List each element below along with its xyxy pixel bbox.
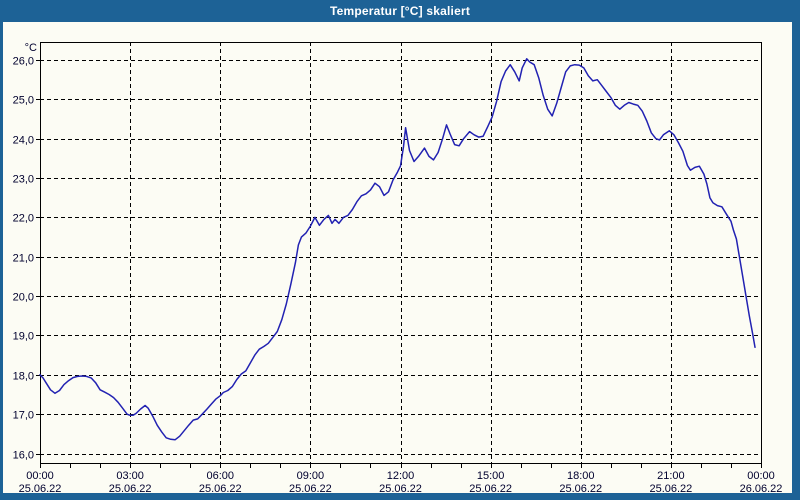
x-tick-time-label: 00:00 [26, 470, 54, 482]
x-tick-date-label: 25.06.22 [469, 483, 512, 495]
plot-border [40, 42, 762, 464]
x-tick-time-label: 18:00 [567, 470, 595, 482]
x-tick-date-label: 25.06.22 [289, 483, 332, 495]
x-tick-time-label: 03:00 [116, 470, 144, 482]
x-tick-date-label: 26.06.22 [740, 483, 783, 495]
y-tick-label: 16,0 [13, 450, 34, 462]
y-tick-label: 25,0 [13, 95, 34, 107]
y-tick-label: 26,0 [13, 56, 34, 68]
y-tick-label: 18,0 [13, 371, 34, 383]
x-tick-time-label: 06:00 [206, 470, 234, 482]
window-title: Temperatur [°C] skaliert [329, 4, 471, 18]
y-tick-label: 21,0 [13, 253, 34, 265]
y-tick-label: 22,0 [13, 213, 34, 225]
y-tick-label: 24,0 [13, 135, 34, 147]
window-titlebar[interactable]: Temperatur [°C] skaliert [0, 0, 800, 22]
x-tick-time-label: 21:00 [657, 470, 685, 482]
x-tick-date-label: 25.06.22 [109, 483, 152, 495]
x-tick-date-label: 25.06.22 [379, 483, 422, 495]
y-tick-label: 23,0 [13, 174, 34, 186]
y-tick-label: 17,0 [13, 410, 34, 422]
y-axis-unit-label: °C [25, 42, 37, 54]
temperature-series-line [39, 58, 756, 441]
x-tick-time-label: 12:00 [387, 470, 415, 482]
x-tick-time-label: 00:00 [747, 470, 775, 482]
x-tick-time-label: 15:00 [477, 470, 505, 482]
x-tick-date-label: 25.06.22 [19, 483, 62, 495]
x-tick-date-label: 25.06.22 [559, 483, 602, 495]
x-tick-date-label: 25.06.22 [649, 483, 692, 495]
x-tick-time-label: 09:00 [297, 470, 325, 482]
y-tick-label: 19,0 [13, 331, 34, 343]
x-tick-date-label: 25.06.22 [199, 483, 242, 495]
y-tick-label: 20,0 [13, 292, 34, 304]
